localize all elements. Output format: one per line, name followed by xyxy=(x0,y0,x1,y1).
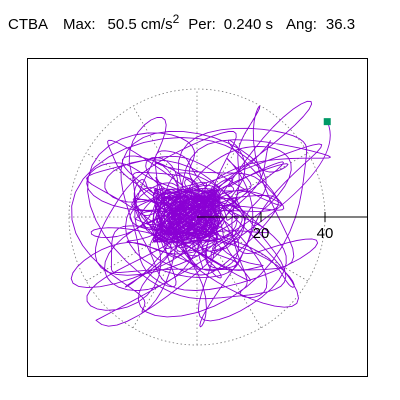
motion-trace xyxy=(70,100,331,328)
max-unit: cm/s xyxy=(140,16,173,33)
max-value: 50.5 xyxy=(107,16,137,33)
motion-trace-core xyxy=(152,187,222,243)
period-value: 0.240 s xyxy=(223,16,273,33)
station-code: CTBA xyxy=(8,16,49,33)
end-marker-group xyxy=(323,118,331,126)
angle-label: Ang: xyxy=(286,16,317,33)
angle-value: 36.3 xyxy=(325,16,356,33)
radial-axis: 20 40 xyxy=(197,212,367,242)
plot-frame xyxy=(27,58,368,377)
radial-tick-label: 20 xyxy=(253,225,270,242)
max-unit-exponent: 2 xyxy=(172,12,180,26)
chart-title: CTBA Max: 50.5 cm/s2 Per: 0.240 s Ang: 36.3 xyxy=(8,13,356,33)
period-label: Per: xyxy=(188,16,216,33)
end-marker xyxy=(323,118,331,126)
max-label: Max: xyxy=(63,16,96,33)
radial-tick-label: 40 xyxy=(317,225,334,242)
